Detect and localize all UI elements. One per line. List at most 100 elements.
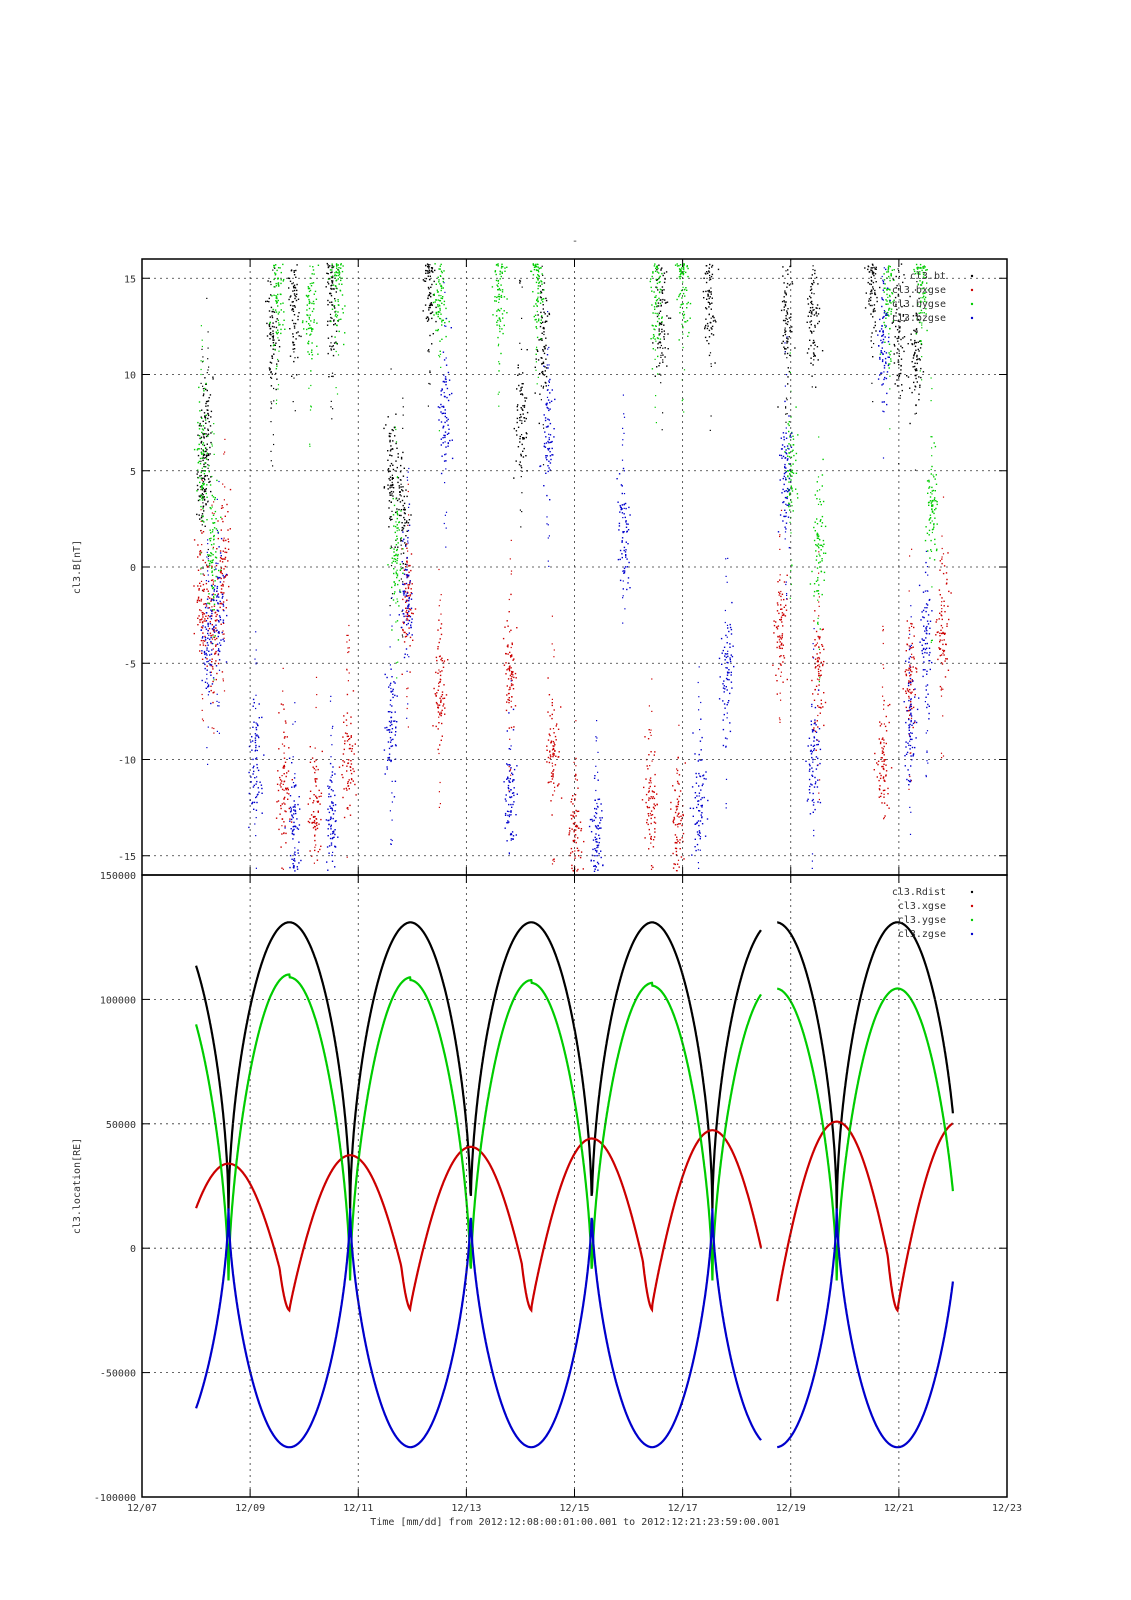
scatter-point: [447, 371, 450, 374]
scatter-point: [678, 265, 680, 267]
scatter-point: [676, 808, 678, 810]
scatter-point: [405, 611, 407, 613]
scatter-point: [511, 643, 513, 646]
scatter-point: [499, 328, 501, 330]
scatter-point: [785, 421, 787, 423]
scatter-point: [909, 714, 911, 716]
scatter-point: [931, 511, 934, 513]
scatter-point: [500, 307, 502, 310]
scatter-point: [711, 264, 714, 267]
scatter-point: [327, 828, 329, 830]
scatter-point: [206, 661, 208, 663]
scatter-point: [210, 609, 212, 611]
scatter-point: [210, 416, 212, 418]
scatter-point: [677, 840, 679, 842]
scatter-point: [402, 397, 404, 399]
scatter-point: [276, 801, 278, 803]
scatter-point: [506, 669, 508, 671]
scatter-point: [253, 721, 255, 723]
scatter-point: [705, 324, 707, 327]
scatter-point: [202, 459, 204, 462]
scatter-point: [296, 293, 298, 295]
scatter-point: [388, 478, 390, 480]
scatter-point: [819, 544, 821, 546]
scatter-point: [551, 863, 554, 865]
scatter-point: [425, 269, 427, 272]
scatter-point: [508, 689, 510, 691]
scatter-point: [393, 548, 395, 550]
scatter-point: [348, 759, 350, 761]
scatter-point: [212, 634, 214, 636]
scatter-point: [814, 324, 816, 327]
scatter-point: [289, 355, 292, 357]
scatter-point: [219, 556, 222, 559]
scatter-point: [300, 859, 302, 862]
scatter-point: [197, 585, 199, 587]
scatter-point: [883, 796, 885, 798]
scatter-point: [409, 595, 411, 597]
scatter-point: [294, 773, 296, 775]
scatter-point: [445, 384, 447, 386]
scatter-point: [652, 337, 654, 339]
scatter-point: [222, 574, 224, 577]
scatter-point: [398, 614, 400, 616]
scatter-point: [210, 410, 213, 413]
scatter-point: [273, 443, 275, 446]
scatter-point: [872, 310, 875, 313]
scatter-point: [289, 811, 292, 813]
scatter-point: [328, 823, 330, 826]
scatter-point: [395, 731, 397, 733]
scatter-point: [289, 818, 291, 820]
scatter-point: [395, 413, 397, 415]
scatter-point: [577, 787, 579, 789]
scatter-point: [436, 329, 439, 332]
scatter-point: [650, 751, 652, 753]
scatter-point: [896, 374, 898, 377]
scatter-point: [574, 799, 576, 801]
scatter-point: [277, 283, 280, 286]
scatter-point: [222, 633, 224, 635]
scatter-point: [509, 665, 511, 667]
scatter-point: [553, 748, 555, 750]
scatter-point: [330, 285, 332, 287]
scatter-point: [286, 772, 288, 774]
scatter-point: [197, 617, 199, 619]
scatter-point: [683, 264, 685, 266]
scatter-point: [882, 751, 885, 754]
scatter-point: [883, 321, 885, 324]
scatter-point: [346, 712, 349, 714]
scatter-point: [500, 352, 502, 355]
scatter-point: [200, 425, 202, 427]
scatter-point: [521, 286, 523, 288]
scatter-point: [496, 324, 498, 326]
scatter-point: [659, 322, 661, 325]
scatter-point: [784, 329, 786, 331]
scatter-point: [388, 731, 391, 733]
scatter-point: [335, 310, 337, 313]
scatter-point: [650, 729, 652, 731]
scatter-point: [519, 342, 521, 344]
scatter-point: [672, 819, 675, 821]
scatter-point: [872, 273, 874, 275]
scatter-point: [427, 264, 430, 266]
scatter-point: [441, 405, 443, 408]
scatter-point: [941, 627, 944, 629]
scatter-point: [224, 547, 227, 550]
scatter-point: [308, 300, 311, 303]
scatter-point: [788, 481, 790, 483]
scatter-point: [506, 312, 508, 314]
scatter-point: [882, 630, 884, 632]
scatter-point: [552, 773, 554, 775]
scatter-point: [817, 545, 819, 547]
scatter-point: [391, 493, 393, 495]
scatter-point: [396, 508, 398, 510]
scatter-point: [309, 265, 311, 267]
scatter-point: [519, 390, 521, 392]
scatter-point: [902, 315, 904, 317]
scatter-point: [922, 266, 924, 268]
scatter-point: [683, 313, 686, 316]
scatter-point: [820, 544, 823, 546]
scatter-point: [207, 500, 209, 502]
scatter-point: [787, 338, 789, 340]
scatter-point: [439, 311, 441, 313]
